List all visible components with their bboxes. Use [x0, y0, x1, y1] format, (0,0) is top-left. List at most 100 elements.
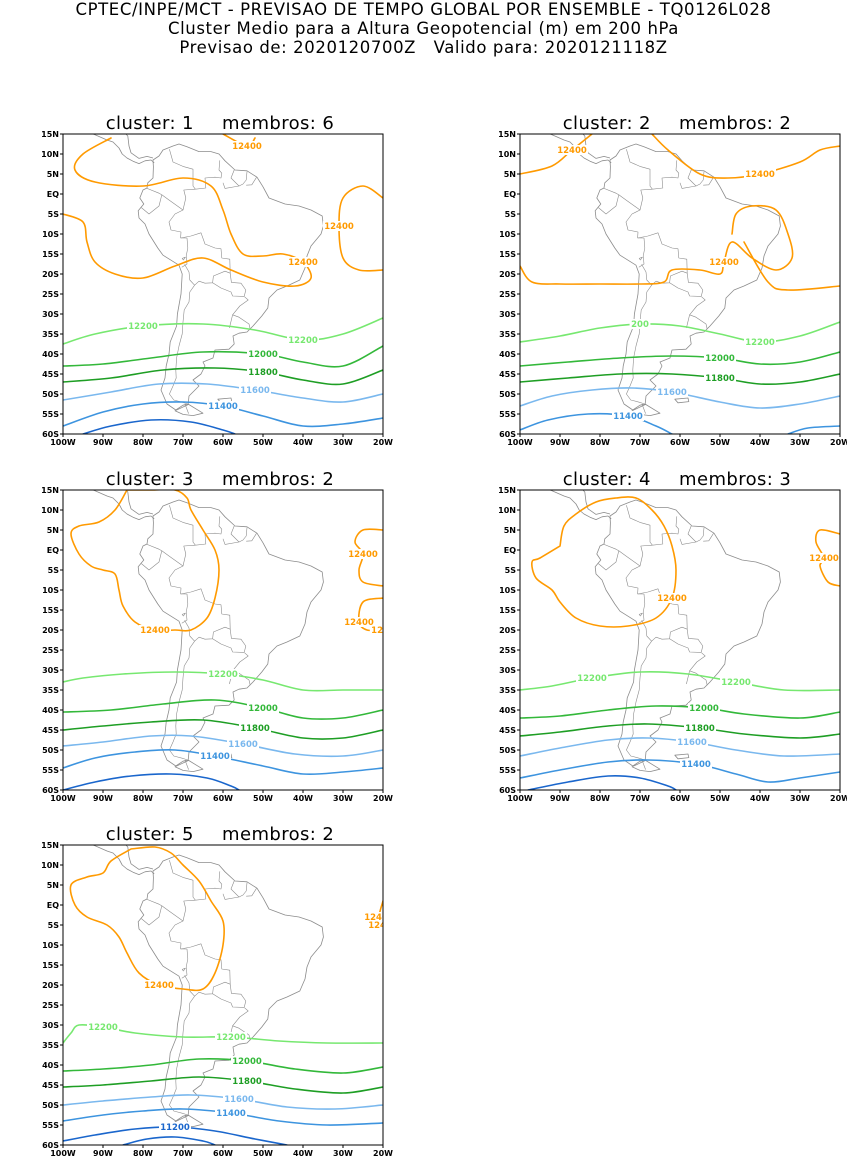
contour-line-12000 — [63, 699, 383, 720]
contour-label: 12200 — [721, 678, 751, 688]
longitude-tick-label: 70W — [173, 438, 193, 447]
latitude-tick-label: 40S — [499, 350, 516, 359]
latitude-tick-label: 35S — [499, 330, 516, 339]
country-border — [641, 403, 646, 414]
latitude-tick-label: 50S — [42, 390, 59, 399]
latitude-tick-label: 5N — [47, 881, 59, 890]
country-border — [686, 670, 690, 685]
contour-label: 12400 — [557, 146, 587, 156]
contour-line-12000 — [520, 351, 840, 367]
members-count: 2 — [779, 113, 792, 134]
contour-label: 11600 — [240, 386, 270, 396]
country-border — [195, 160, 223, 190]
contour-label-background — [656, 593, 688, 603]
contour-label-background — [323, 221, 355, 231]
latitude-tick-label: 20S — [42, 626, 59, 635]
contour-line-12400 — [520, 134, 593, 175]
cluster-number: 1 — [182, 113, 194, 134]
contour-label: 12000 — [248, 350, 278, 360]
coastline — [91, 134, 155, 165]
latitude-tick-label: EQ — [47, 190, 59, 199]
contour-label-background — [239, 385, 271, 395]
longitude-tick-label: 90W — [93, 438, 113, 447]
cluster-panel-4: cluster: 4 membros: 3 12400 12400 12200 122… — [498, 469, 847, 814]
members-label: membros: — [679, 469, 774, 490]
lake — [181, 967, 186, 972]
cluster-number: 2 — [639, 113, 651, 134]
contour-line-12200 — [520, 321, 840, 343]
map-plot: 1240012400124001220012200120001180011600… — [41, 841, 393, 1158]
longitude-tick-label: 60W — [213, 794, 233, 803]
country-border — [141, 550, 184, 571]
contour-line-12200 — [63, 317, 383, 345]
cluster-label: cluster: — [562, 469, 633, 490]
latitude-tick-label: 15S — [499, 250, 516, 259]
longitude-tick-label: 100W — [50, 1149, 76, 1158]
map-plot: 12400 12400 12200 12200 12000 11800 11600 11400… — [498, 486, 847, 803]
latitude-tick-label: 20S — [42, 981, 59, 990]
country-border — [146, 188, 162, 196]
contour-line-11600 — [63, 1094, 383, 1110]
longitude-tick-label: 60W — [670, 438, 690, 447]
longitude-tick-label: 50W — [253, 438, 273, 447]
country-border — [625, 188, 653, 239]
latitude-tick-label: 60S — [499, 430, 516, 439]
contour-label-background — [231, 1076, 263, 1086]
longitude-tick-label: 60W — [213, 1149, 233, 1158]
cluster-label: cluster: — [105, 824, 176, 845]
latitude-tick-label: 25S — [499, 646, 516, 655]
cluster-panel-3: cluster: 3 membros: 2 12400 12400 12400 124… — [41, 469, 393, 814]
contour-label: 11800 — [248, 368, 278, 378]
country-border — [184, 264, 195, 286]
country-border — [169, 505, 196, 546]
contour-label: 12400 — [745, 170, 775, 180]
longitude-tick-label: 60W — [213, 438, 233, 447]
latitude-tick-label: 50S — [42, 1101, 59, 1110]
map-area: 12400 12400 12400 12200 12200 12000 11800 11600… — [63, 134, 383, 434]
latitude-tick-label: 30S — [499, 310, 516, 319]
coastline — [548, 490, 612, 521]
country-border — [246, 533, 257, 542]
latitude-tick-label: 15N — [498, 130, 516, 139]
contour-label: 11400 — [613, 412, 643, 422]
country-border — [141, 194, 184, 215]
latitude-tick-label: 40S — [42, 706, 59, 715]
latitude-tick-label: 30S — [42, 1021, 59, 1030]
country-border — [180, 232, 231, 286]
latitude-tick-label: 20S — [42, 270, 59, 279]
country-border — [212, 984, 247, 1008]
contour-label-background — [139, 625, 171, 635]
members-count: 2 — [322, 469, 335, 490]
latitude-tick-label: 60S — [499, 786, 516, 795]
latitude-tick-label: 35S — [42, 686, 59, 695]
contour-label: 12000 — [248, 704, 278, 714]
latitude-tick-label: 60S — [42, 786, 59, 795]
country-border — [180, 943, 231, 997]
contour-line-12400 — [651, 134, 840, 179]
latitude-tick-label: 15S — [499, 606, 516, 615]
latitude-tick-label: 10S — [42, 941, 59, 950]
latitude-tick-label: 5N — [47, 170, 59, 179]
contour-label: 12000 — [232, 1057, 262, 1067]
latitude-tick-label: 55S — [42, 766, 59, 775]
contour-label-background — [720, 677, 752, 687]
contour-label-background — [744, 337, 776, 347]
coastline — [631, 759, 661, 773]
coastline — [125, 845, 154, 870]
country-border — [626, 641, 652, 761]
country-border — [703, 177, 714, 186]
contour-label: 11800 — [705, 374, 735, 384]
country-border — [180, 948, 189, 979]
latitude-tick-label: 10S — [42, 230, 59, 239]
latitude-tick-label: 5S — [48, 566, 60, 575]
map-area: 12400 12400 12200 12200 12000 11800 11600 11400 — [520, 490, 840, 790]
contour-line-11200 — [63, 773, 240, 790]
latitude-tick-label: EQ — [47, 546, 59, 555]
contour-label: 11800 — [232, 1077, 262, 1087]
contour-label-background — [363, 912, 383, 922]
contour-line-11800 — [520, 723, 840, 739]
longitude-tick-label: 100W — [50, 794, 76, 803]
latitude-tick-label: EQ — [504, 546, 516, 555]
longitude-tick-label: 80W — [133, 794, 153, 803]
members-label: membros: — [222, 113, 317, 134]
